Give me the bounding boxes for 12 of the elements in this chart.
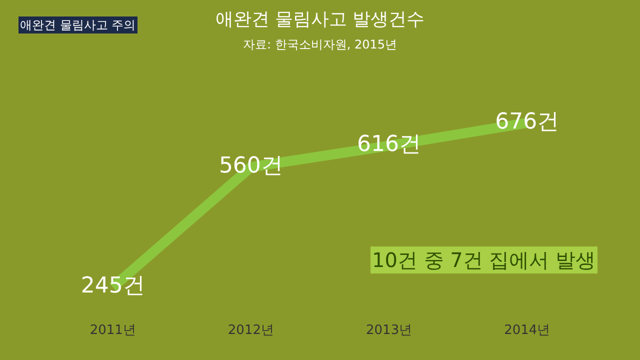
x-tick-label: 2014년 — [504, 323, 550, 338]
chart-title: 애완견 물림사고 발생건수 — [215, 9, 425, 30]
chart-subtitle: 자료: 한국소비자원, 2015년 — [242, 38, 398, 52]
annotation: 10건 중 7건 집에서 발생 — [372, 248, 596, 272]
x-tick-label: 2013년 — [366, 323, 412, 338]
data-label: 676건 — [495, 109, 560, 134]
data-label: 616건 — [357, 132, 422, 158]
x-tick-label: 2012년 — [228, 323, 274, 338]
x-tick-label: 2011년 — [90, 323, 136, 338]
data-label: 560건 — [218, 154, 283, 179]
text: 애완견 물림사고 주의 — [20, 18, 136, 32]
data-label: 245건 — [80, 274, 145, 299]
